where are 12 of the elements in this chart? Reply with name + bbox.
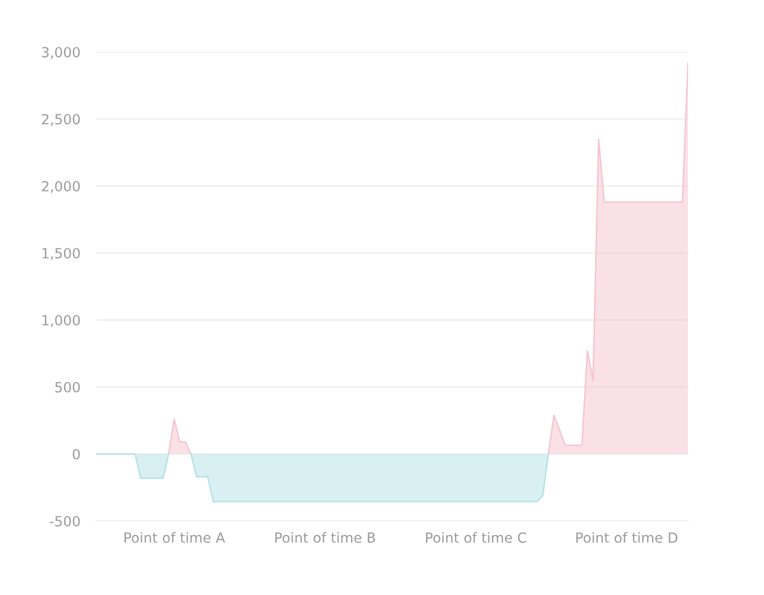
x-tick-label: Point of time D <box>576 532 678 543</box>
x-tick-label: Point of time C <box>426 532 526 543</box>
x-tick-label: Point of time B <box>275 532 376 543</box>
y-tick-label: 1,500 <box>42 248 80 260</box>
y-tick-label: -500 <box>50 516 80 526</box>
y-tick-label: 3,000 <box>42 46 80 59</box>
y-tick-label: 2,000 <box>42 180 80 193</box>
y-tick-label: 1,000 <box>42 314 80 327</box>
y-tick-label: 2,500 <box>42 114 80 126</box>
y-tick-label: 0 <box>72 448 80 460</box>
x-tick-label: Point of time A <box>124 532 226 543</box>
y-tick-label: 500 <box>55 382 80 392</box>
